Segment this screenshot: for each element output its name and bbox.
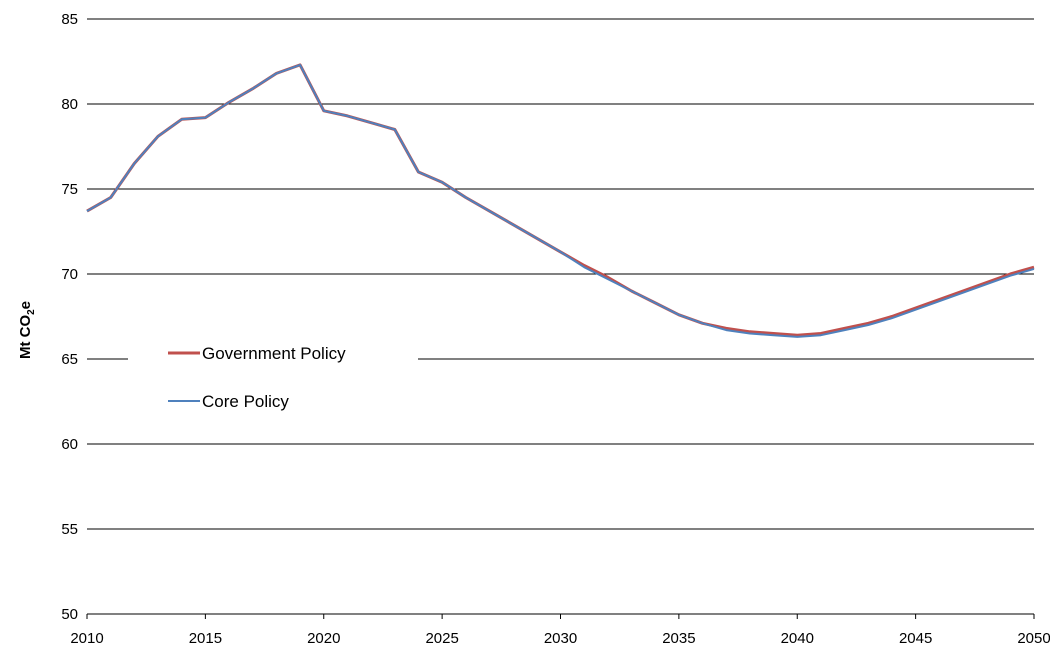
y-tick-label-50: 50 [61,606,78,623]
x-tick-label-2040: 2040 [781,630,814,647]
x-tick-label-2020: 2020 [307,630,340,647]
y-tick-label-85: 85 [61,11,78,28]
y-tick-label-70: 70 [61,266,78,283]
legend: Government Policy Core Policy [128,338,418,426]
y-tick-label-55: 55 [61,521,78,538]
series-line-core-policy [86,63,1035,338]
y-tick-label-65: 65 [61,351,78,368]
x-tick-label-2025: 2025 [425,630,458,647]
x-axis-ticks: 2010 2015 2020 2025 2030 2035 2040 2045 2050 [70,614,1050,647]
y-axis-ticks: 50 55 60 65 70 75 80 85 [61,11,78,623]
x-tick-label-2050: 2050 [1017,630,1050,647]
legend-label-core-policy: Core Policy [202,392,289,411]
x-tick-label-2010: 2010 [70,630,103,647]
x-tick-label-2030: 2030 [544,630,577,647]
x-tick-label-2015: 2015 [189,630,222,647]
x-tick-label-2035: 2035 [662,630,695,647]
series-lines [86,63,1035,338]
y-tick-label-60: 60 [61,436,78,453]
y-axis-label: Mt CO2e [17,301,37,359]
x-tick-label-2045: 2045 [899,630,932,647]
y-tick-label-75: 75 [61,181,78,198]
series-line-government-policy [86,63,1035,337]
legend-label-government-policy: Government Policy [202,344,346,363]
y-tick-label-80: 80 [61,96,78,113]
